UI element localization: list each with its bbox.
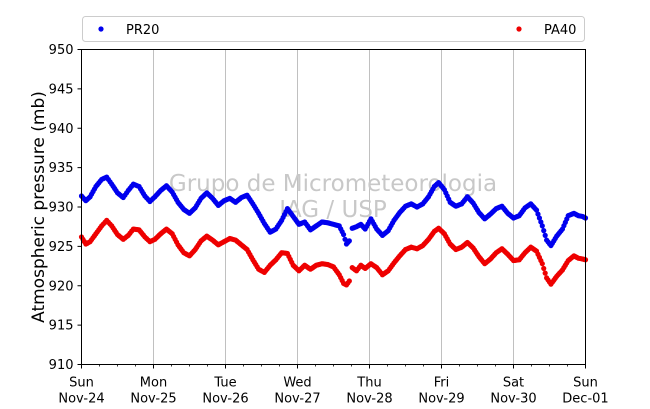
data-point bbox=[346, 238, 352, 244]
x-tick-date: Nov-30 bbox=[490, 392, 536, 407]
data-point bbox=[340, 231, 347, 238]
x-tick-date: Nov-29 bbox=[418, 392, 464, 407]
data-point bbox=[541, 228, 547, 234]
y-tick-label: 945 bbox=[49, 82, 74, 97]
y-tick-label: 940 bbox=[49, 122, 74, 137]
data-point bbox=[535, 211, 541, 217]
data-point bbox=[536, 215, 543, 221]
x-tick-date: Nov-25 bbox=[130, 392, 176, 407]
x-tick-day: Sun bbox=[69, 376, 94, 391]
y-tick-label: 930 bbox=[49, 201, 74, 216]
data-point bbox=[533, 207, 540, 213]
y-tick-label: 920 bbox=[49, 279, 74, 294]
legend: PR20 PA40 bbox=[82, 16, 585, 42]
data-point bbox=[541, 265, 547, 272]
data-point bbox=[539, 261, 545, 267]
grid-layer bbox=[153, 49, 514, 365]
x-tick-day: Fri bbox=[434, 376, 450, 391]
x-axis: SunNov-24MonNov-25TueNov-26WedNov-27ThuN… bbox=[58, 364, 609, 407]
legend-marker-pr20 bbox=[98, 26, 104, 32]
y-tick-label: 915 bbox=[49, 319, 74, 334]
x-tick-day: Wed bbox=[283, 376, 311, 391]
data-point bbox=[542, 232, 548, 238]
x-tick-day: Sun bbox=[573, 376, 598, 391]
y-axis-title: Atmospheric pressure (mb) bbox=[29, 91, 49, 323]
x-tick-date: Dec-01 bbox=[562, 392, 608, 407]
y-tick-label: 910 bbox=[49, 358, 74, 373]
y-tick-label: 935 bbox=[49, 161, 74, 176]
x-tick-date: Nov-26 bbox=[202, 392, 248, 407]
x-tick-date: Nov-28 bbox=[346, 392, 392, 407]
x-tick-date: Nov-27 bbox=[274, 392, 320, 407]
data-point bbox=[539, 223, 545, 229]
legend-label-pr20: PR20 bbox=[126, 23, 159, 38]
x-tick-day: Thu bbox=[356, 376, 381, 391]
x-tick-day: Mon bbox=[140, 376, 167, 391]
data-point bbox=[538, 219, 544, 225]
legend-frame bbox=[82, 16, 585, 42]
y-axis: 910 915 920 925 930 935 940 945 950 bbox=[49, 43, 82, 373]
y-tick-label: 950 bbox=[49, 43, 74, 58]
series-layer bbox=[78, 174, 589, 288]
legend-marker-pa40 bbox=[516, 26, 522, 32]
x-tick-day: Tue bbox=[213, 376, 236, 391]
x-tick-date: Nov-24 bbox=[58, 392, 104, 407]
series-pa40 bbox=[78, 217, 589, 288]
series-pr20 bbox=[78, 174, 589, 249]
data-point bbox=[542, 270, 548, 276]
data-point bbox=[346, 278, 352, 284]
legend-label-pa40: PA40 bbox=[544, 23, 576, 38]
y-tick-label: 925 bbox=[49, 240, 74, 255]
x-tick-day: Sat bbox=[503, 376, 524, 391]
